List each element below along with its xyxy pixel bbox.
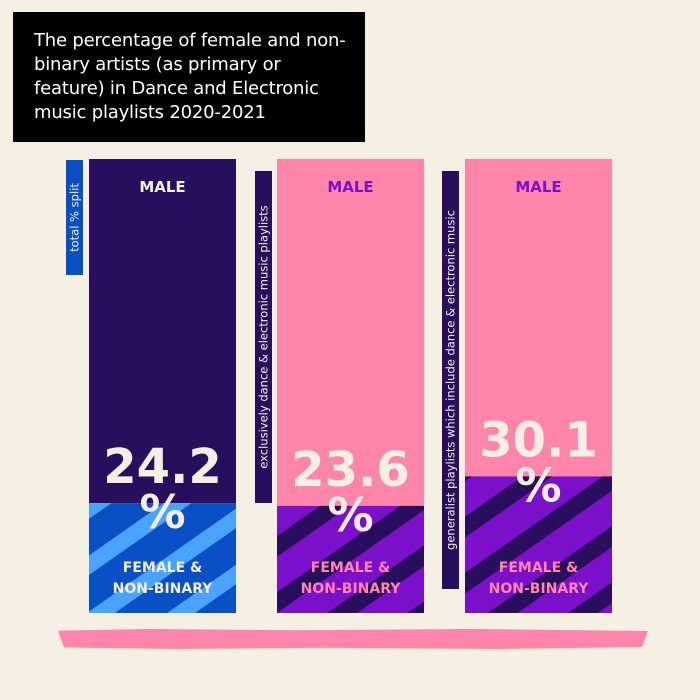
bar-female-segment-2 [277, 505, 424, 613]
bar-male-segment-1 [89, 159, 236, 504]
category-label-2: exclusively dance & electronic music pla… [257, 205, 271, 468]
value-label-1: 24.2 [103, 439, 221, 495]
category-tab-2 [255, 171, 272, 503]
percent-sign-3: % [515, 458, 561, 512]
female-label-line2-3: NON-BINARY [489, 581, 590, 597]
decorative-brush-stroke [58, 629, 648, 649]
bar-male-segment-3 [465, 159, 612, 477]
female-label-line1-3: FEMALE & [499, 560, 578, 576]
female-label-line1-1: FEMALE & [123, 560, 202, 576]
male-label-1: MALE [139, 178, 185, 196]
bar-male-segment-2 [277, 159, 424, 506]
value-label-3: 30.1 [479, 412, 597, 468]
male-label-3: MALE [515, 178, 561, 196]
category-label-3: generalist playlists which include dance… [444, 210, 458, 550]
female-label-line2-1: NON-BINARY [113, 581, 214, 597]
male-label-2: MALE [327, 178, 373, 196]
category-tab-3 [442, 171, 459, 589]
female-label-line2-2: NON-BINARY [301, 581, 402, 597]
title-box: The percentage of female and non-binary … [13, 12, 365, 142]
percent-sign-2: % [327, 488, 373, 542]
category-label-1: total % split [68, 183, 82, 252]
chart-title: The percentage of female and non-binary … [34, 30, 346, 123]
percent-sign-1: % [139, 485, 185, 539]
value-label-2: 23.6 [291, 442, 409, 498]
female-label-line1-2: FEMALE & [311, 560, 390, 576]
bar-female-segment-3 [465, 476, 612, 613]
bar-female-segment-1 [89, 503, 236, 613]
category-tab-1 [66, 160, 83, 275]
